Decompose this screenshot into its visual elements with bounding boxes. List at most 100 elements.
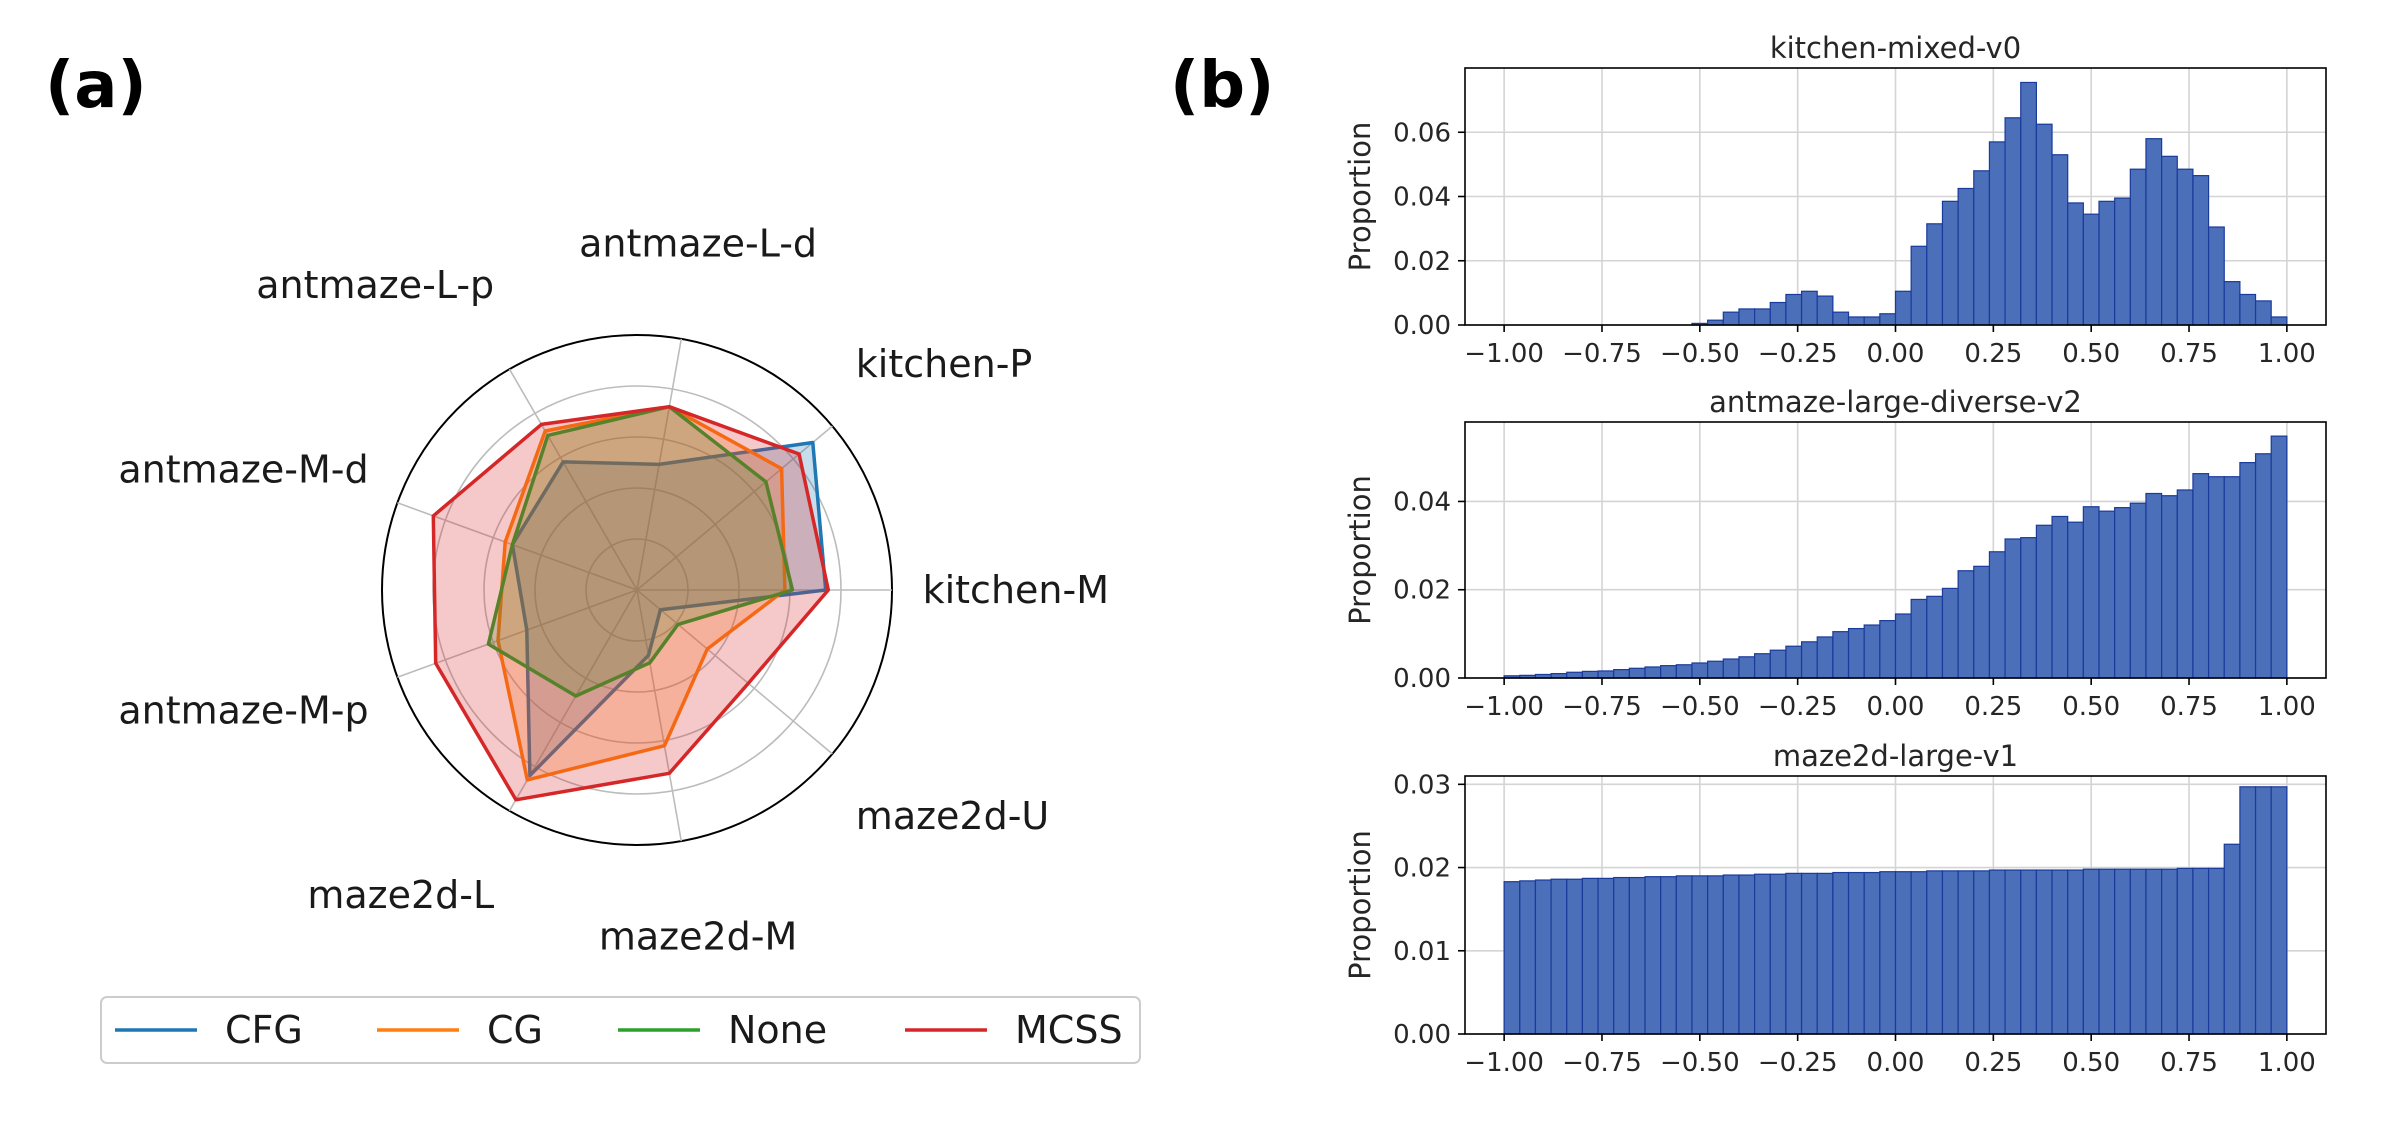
- histogram-bar: [1816, 295, 1834, 326]
- histogram-bar: [1754, 873, 1771, 1035]
- radar-axis-label-maze2d-u: maze2d-U: [856, 794, 1049, 838]
- histogram-bar: [1832, 311, 1850, 326]
- histogram-bar: [2129, 168, 2147, 326]
- histogram-bar: [2145, 868, 2163, 1035]
- histogram-bar: [2254, 453, 2272, 679]
- histogram-bar: [2207, 476, 2225, 679]
- histogram-bar: [2067, 202, 2084, 326]
- y-tick-label: 0.00: [1393, 311, 1451, 341]
- histogram-bar: [1973, 170, 1991, 326]
- histogram-bar: [1988, 869, 2006, 1035]
- radar-series-mcss: [431, 404, 831, 802]
- histogram-bar: [1581, 877, 1599, 1035]
- histogram-title: antmaze-large-diverse-v2: [1709, 385, 2082, 419]
- histogram-bar: [2270, 435, 2288, 679]
- x-tick-label: 1.00: [2258, 1048, 2316, 1078]
- histogram-bar: [1534, 879, 1552, 1035]
- histogram-bar: [1566, 671, 1583, 679]
- x-tick-label: −0.75: [1562, 692, 1642, 722]
- histogram-bar: [1879, 871, 1897, 1035]
- histogram-bar: [1644, 666, 1662, 679]
- y-tick-label: 0.01: [1393, 937, 1451, 967]
- histogram-bar: [1894, 613, 1912, 679]
- radar-axis-label-maze2d-l: maze2d-L: [307, 873, 494, 917]
- histogram-bar: [2192, 867, 2210, 1035]
- histogram-bar: [2239, 786, 2257, 1035]
- histogram-bar: [1879, 313, 1897, 326]
- x-tick-label: 1.00: [2258, 692, 2316, 722]
- x-tick-label: 0.75: [2160, 692, 2218, 722]
- radar-spoke-antmaze-l-p: [508, 368, 638, 591]
- histogram-bar: [1769, 649, 1787, 679]
- x-tick-label: −0.50: [1660, 1048, 1740, 1078]
- histogram-bar: [2114, 868, 2131, 1035]
- histogram-bar: [2161, 495, 2178, 679]
- histogram-bar: [1722, 658, 1740, 679]
- x-tick-label: 1.00: [2258, 339, 2316, 369]
- x-tick-label: 0.50: [2062, 692, 2120, 722]
- histogram-bar: [1832, 871, 1850, 1035]
- histogram-bar: [1800, 290, 1818, 326]
- x-tick-label: −0.50: [1660, 339, 1740, 369]
- y-axis-label: Proportion: [1343, 122, 1377, 272]
- histogram-bar: [2098, 868, 2116, 1035]
- x-tick-label: 0.75: [2160, 1048, 2218, 1078]
- histogram-bar: [2176, 168, 2194, 326]
- histogram-bar: [2254, 786, 2272, 1035]
- radar-axis-label-maze2d-m: maze2d-M: [599, 915, 797, 959]
- radar-chart: kitchen-M kitchen-P antmaze-L-d antmaze-L-p…: [118, 221, 1109, 958]
- legend-label-cg: CG: [487, 1008, 543, 1052]
- histogram-bar: [1941, 200, 1959, 326]
- histogram-bar: [1957, 570, 1975, 679]
- y-axis-label: Proportion: [1343, 830, 1377, 980]
- x-tick-label: −1.00: [1464, 339, 1544, 369]
- histogram-bar: [1988, 141, 2006, 326]
- radar-series-cfg: [510, 440, 828, 778]
- histogram-bar: [1816, 636, 1834, 679]
- x-tick-label: −1.00: [1464, 1048, 1544, 1078]
- histogram-bar: [1597, 877, 1615, 1035]
- histogram-bar: [2004, 538, 2022, 679]
- histogram-bar: [2020, 869, 2037, 1035]
- histogram-bar: [1785, 293, 1803, 326]
- y-tick-label: 0.00: [1393, 664, 1451, 694]
- histogram-bar: [2035, 869, 2053, 1035]
- histogram-bar: [1863, 871, 1881, 1035]
- histogram-bar: [1847, 627, 1865, 679]
- histogram-bar: [1660, 876, 1677, 1035]
- histogram-bar: [1894, 290, 1912, 326]
- histogram-bar: [1738, 656, 1756, 679]
- histogram-bar: [1910, 245, 1928, 326]
- histogram-bar: [1769, 873, 1787, 1035]
- x-tick-label: −1.00: [1464, 692, 1544, 722]
- histogram-bar: [2161, 155, 2178, 326]
- histogram-bar: [2223, 843, 2241, 1035]
- legend-label-cfg: CFG: [225, 1008, 303, 1052]
- histogram-bar: [2082, 868, 2100, 1035]
- histogram-bar: [1847, 871, 1865, 1035]
- histogram-bar: [1926, 870, 1944, 1035]
- histogram-bar: [1785, 872, 1803, 1035]
- histogram-bar: [1800, 641, 1818, 679]
- x-tick-label: 0.00: [1867, 692, 1925, 722]
- histogram-bar: [1847, 316, 1865, 326]
- histogram-maze2d-large: −1.00 −0.75 −0.50 −0.25 0.00 0.25 0.50 0.75 1.00…: [1343, 739, 2327, 1078]
- x-tick-label: −0.25: [1758, 692, 1838, 722]
- radar-spoke-antmaze-m-d: [397, 502, 638, 591]
- histogram-bar: [1566, 878, 1583, 1035]
- histogram-bar: [2145, 138, 2163, 326]
- histogram-bar: [1973, 565, 1991, 679]
- histogram-bar: [1941, 587, 1959, 679]
- histogram-bar: [1628, 667, 1646, 679]
- histogram-bar: [2098, 510, 2116, 679]
- y-axis-label: Proportion: [1343, 475, 1377, 625]
- histogram-bar: [1691, 875, 1709, 1035]
- histogram-bar: [2004, 869, 2022, 1035]
- histogram-bar: [2129, 868, 2147, 1035]
- histogram-bar: [1738, 874, 1756, 1035]
- histogram-bar: [1628, 876, 1646, 1035]
- histogram-bar: [2114, 507, 2131, 679]
- histogram-antmaze-large-diverse: −1.00 −0.75 −0.50 −0.25 0.00 0.25 0.50 0.75 1.00…: [1343, 385, 2327, 722]
- x-tick-label: 0.00: [1867, 339, 1925, 369]
